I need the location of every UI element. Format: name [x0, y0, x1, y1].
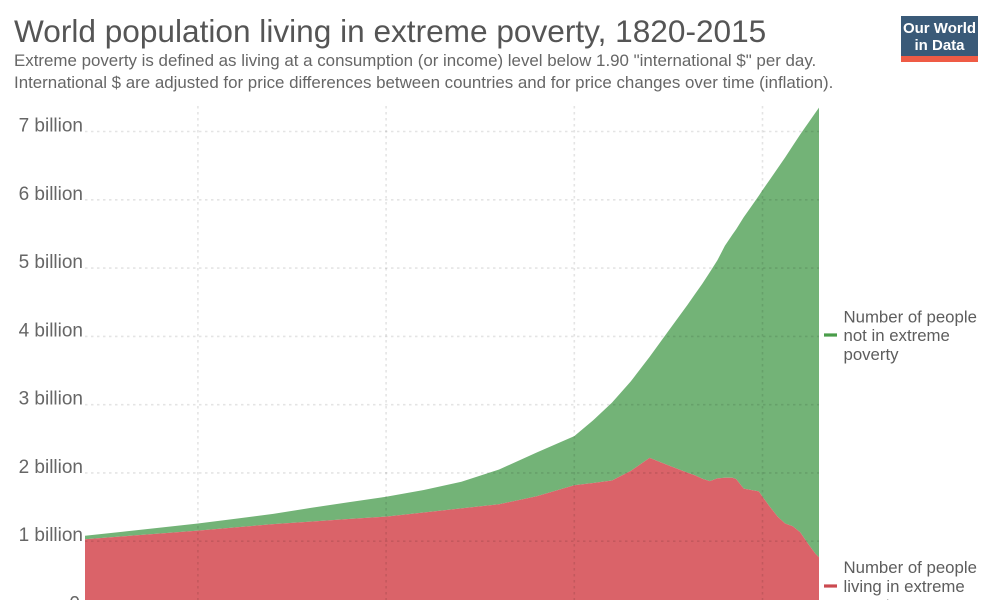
svg-text:poverty: poverty	[844, 596, 900, 600]
svg-text:3 billion: 3 billion	[19, 389, 83, 410]
svg-text:Number of people: Number of people	[844, 308, 977, 327]
svg-text:6 billion: 6 billion	[19, 184, 83, 205]
svg-text:2 billion: 2 billion	[19, 457, 83, 478]
svg-text:poverty: poverty	[844, 345, 900, 364]
svg-text:0: 0	[69, 593, 80, 600]
svg-text:1 billion: 1 billion	[19, 525, 83, 546]
svg-text:living in extreme: living in extreme	[844, 577, 965, 596]
svg-text:7 billion: 7 billion	[19, 116, 83, 137]
svg-text:4 billion: 4 billion	[19, 320, 83, 341]
svg-text:Number of people: Number of people	[844, 558, 977, 577]
svg-text:not in extreme: not in extreme	[844, 326, 950, 345]
svg-text:5 billion: 5 billion	[19, 252, 83, 273]
